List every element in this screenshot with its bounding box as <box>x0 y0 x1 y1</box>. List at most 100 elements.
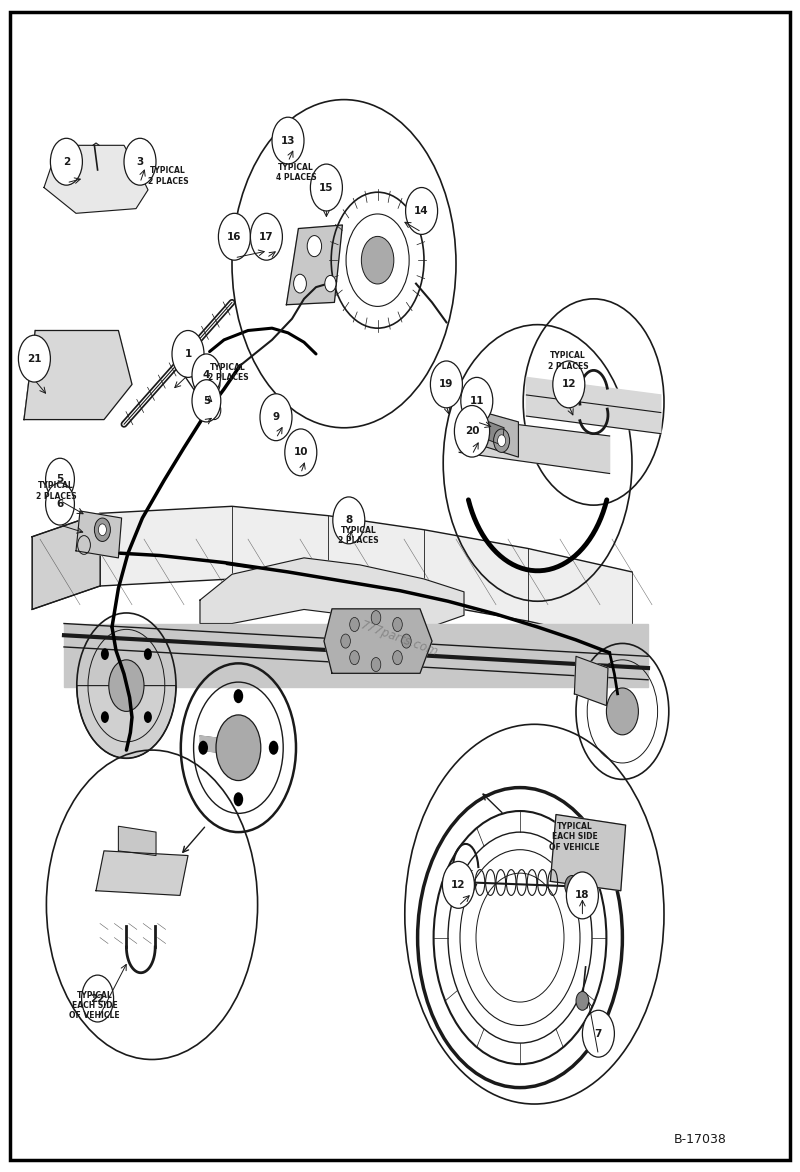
Circle shape <box>144 648 152 660</box>
Text: TYPICAL
EACH SIDE
OF VEHICLE: TYPICAL EACH SIDE OF VEHICLE <box>69 990 120 1021</box>
Circle shape <box>218 213 250 260</box>
Text: 777parts.com: 777parts.com <box>359 619 441 659</box>
Text: TYPICAL
EACH SIDE
OF VEHICLE: TYPICAL EACH SIDE OF VEHICLE <box>549 822 600 852</box>
Circle shape <box>216 715 261 781</box>
Circle shape <box>350 650 359 665</box>
Circle shape <box>498 435 506 447</box>
Circle shape <box>606 688 638 735</box>
Circle shape <box>393 650 402 665</box>
Text: 16: 16 <box>227 232 242 241</box>
Circle shape <box>46 483 74 525</box>
Circle shape <box>402 634 411 648</box>
Circle shape <box>430 361 462 408</box>
Text: 12: 12 <box>451 880 466 890</box>
Text: TYPICAL
4 PLACES: TYPICAL 4 PLACES <box>276 163 316 182</box>
Circle shape <box>234 689 243 703</box>
Polygon shape <box>286 225 342 305</box>
Circle shape <box>442 861 474 908</box>
Circle shape <box>144 711 152 723</box>
Circle shape <box>82 975 114 1022</box>
Text: 22: 22 <box>90 994 105 1003</box>
Text: 5: 5 <box>202 396 210 406</box>
Text: TYPICAL
2 PLACES: TYPICAL 2 PLACES <box>148 166 188 185</box>
Circle shape <box>406 188 438 234</box>
Polygon shape <box>574 656 608 706</box>
Text: 2: 2 <box>62 157 70 166</box>
Circle shape <box>142 141 149 150</box>
Circle shape <box>362 237 394 284</box>
Polygon shape <box>118 826 156 856</box>
Circle shape <box>269 741 278 755</box>
Circle shape <box>250 213 282 260</box>
Circle shape <box>307 236 322 257</box>
Text: 5: 5 <box>56 475 64 484</box>
Polygon shape <box>200 558 464 629</box>
Text: 18: 18 <box>575 891 590 900</box>
Text: 19: 19 <box>439 380 454 389</box>
Circle shape <box>98 524 106 536</box>
Text: 7: 7 <box>594 1029 602 1038</box>
Circle shape <box>333 497 365 544</box>
Circle shape <box>565 875 579 897</box>
Text: 1: 1 <box>184 349 192 359</box>
Circle shape <box>393 618 402 632</box>
Text: 13: 13 <box>281 136 295 145</box>
Circle shape <box>580 885 588 897</box>
Circle shape <box>294 274 306 293</box>
Text: 9: 9 <box>273 413 279 422</box>
Polygon shape <box>478 418 504 445</box>
Circle shape <box>234 792 243 806</box>
Polygon shape <box>44 145 148 213</box>
Circle shape <box>94 518 110 541</box>
Text: 12: 12 <box>562 380 576 389</box>
Circle shape <box>371 611 381 625</box>
Text: 10: 10 <box>294 448 308 457</box>
Text: 21: 21 <box>27 354 42 363</box>
Polygon shape <box>32 506 632 645</box>
Circle shape <box>461 377 493 424</box>
Circle shape <box>124 138 156 185</box>
Circle shape <box>350 618 359 632</box>
Text: 14: 14 <box>414 206 429 216</box>
Text: TYPICAL
2 PLACES: TYPICAL 2 PLACES <box>36 482 76 500</box>
Polygon shape <box>200 736 238 755</box>
Circle shape <box>371 657 381 672</box>
Polygon shape <box>550 815 626 891</box>
Polygon shape <box>32 513 100 609</box>
Polygon shape <box>526 377 661 434</box>
Text: 6: 6 <box>56 499 64 509</box>
Circle shape <box>101 711 109 723</box>
Text: 3: 3 <box>136 157 144 166</box>
Polygon shape <box>24 331 132 420</box>
Circle shape <box>18 335 50 382</box>
Polygon shape <box>64 624 648 687</box>
Circle shape <box>310 164 342 211</box>
Text: 4: 4 <box>202 370 210 380</box>
Circle shape <box>272 117 304 164</box>
Circle shape <box>260 394 292 441</box>
Circle shape <box>192 380 221 422</box>
Circle shape <box>325 275 336 292</box>
Wedge shape <box>77 686 176 758</box>
Circle shape <box>46 458 74 500</box>
Text: TYPICAL
2 PLACES: TYPICAL 2 PLACES <box>548 352 588 370</box>
Polygon shape <box>96 851 188 895</box>
Text: B-17038: B-17038 <box>674 1133 726 1146</box>
Circle shape <box>198 741 208 755</box>
Polygon shape <box>485 413 518 457</box>
Text: 17: 17 <box>259 232 274 241</box>
Circle shape <box>109 660 144 711</box>
Text: 8: 8 <box>345 516 353 525</box>
Polygon shape <box>76 511 122 558</box>
Circle shape <box>50 138 82 185</box>
Circle shape <box>101 648 109 660</box>
Circle shape <box>566 872 598 919</box>
Text: 20: 20 <box>465 427 479 436</box>
Circle shape <box>454 406 490 457</box>
Text: 11: 11 <box>470 396 484 406</box>
Text: 15: 15 <box>319 183 334 192</box>
Circle shape <box>576 992 589 1010</box>
Circle shape <box>582 1010 614 1057</box>
Text: TYPICAL
2 PLACES: TYPICAL 2 PLACES <box>338 526 378 545</box>
Circle shape <box>192 354 221 396</box>
